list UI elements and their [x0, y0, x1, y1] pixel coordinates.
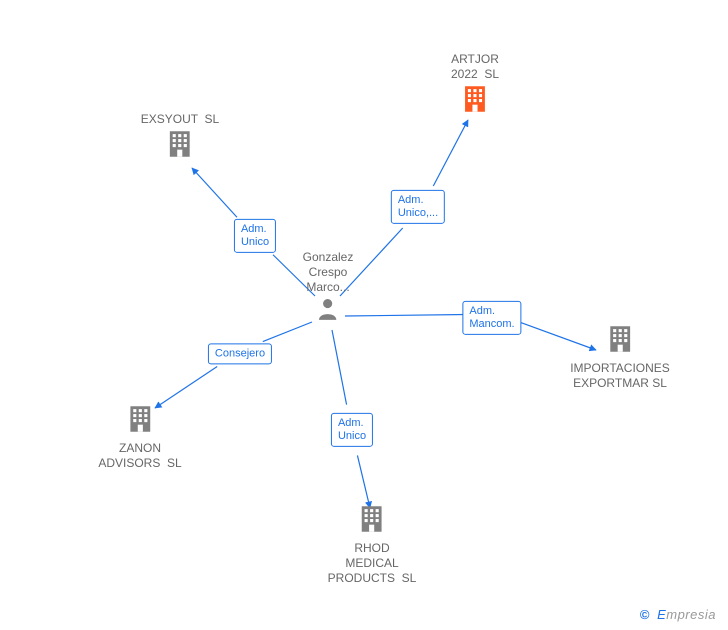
node-importaciones[interactable]: IMPORTACIONES EXPORTMAR SL — [570, 322, 670, 391]
node-label: ZANON ADVISORS SL — [98, 441, 181, 471]
edge-line — [345, 315, 466, 316]
building-icon — [458, 82, 492, 116]
edge-label: Adm. Unico,... — [391, 190, 445, 224]
edge-line — [433, 120, 468, 186]
node-label: ARTJOR 2022 SL — [451, 52, 499, 82]
building-icon — [603, 322, 637, 356]
person-icon — [315, 295, 341, 323]
node-zanon[interactable]: ZANON ADVISORS SL — [98, 402, 181, 471]
watermark-brand: Empresia — [657, 607, 716, 622]
edge-label: Adm. Unico — [234, 219, 276, 253]
edge-line — [192, 168, 237, 217]
network-diagram: { "diagram": { "type": "network", "width… — [0, 0, 728, 630]
node-label: EXSYOUT SL — [141, 112, 219, 127]
node-exsyout[interactable]: EXSYOUT SL — [141, 112, 219, 166]
node-rhod[interactable]: RHOD MEDICAL PRODUCTS SL — [328, 502, 417, 586]
watermark: © Empresia — [640, 607, 716, 622]
building-icon — [123, 402, 157, 436]
building-icon — [163, 127, 197, 161]
edge-line — [332, 330, 347, 405]
node-label: IMPORTACIONES EXPORTMAR SL — [570, 361, 670, 391]
edge-line — [357, 455, 370, 508]
building-icon — [355, 502, 389, 536]
copyright-symbol: © — [640, 607, 650, 622]
node-label: RHOD MEDICAL PRODUCTS SL — [328, 541, 417, 586]
node-person-gonzalez[interactable]: Gonzalez Crespo Marco... — [303, 250, 354, 328]
edge-label: Adm. Mancom. — [462, 301, 521, 335]
edge-label: Consejero — [208, 343, 272, 364]
node-artjor[interactable]: ARTJOR 2022 SL — [451, 52, 499, 121]
node-label: Gonzalez Crespo Marco... — [303, 250, 354, 295]
edge-label: Adm. Unico — [331, 413, 373, 447]
